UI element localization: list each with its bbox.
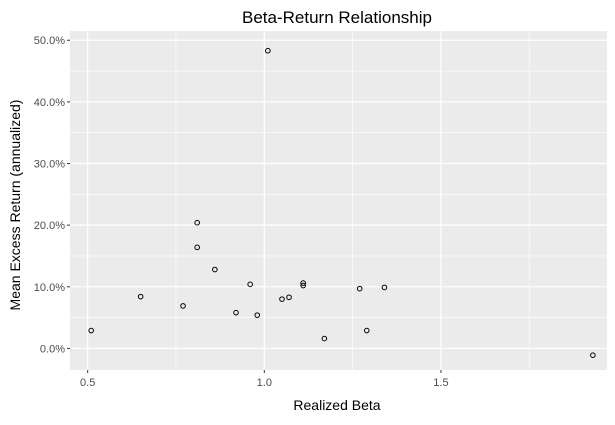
- scatter-point: [254, 312, 261, 318]
- scatter-point: [286, 294, 292, 301]
- scatter-point: [300, 282, 306, 289]
- x-axis: 0.5 1.0 1.5: [80, 370, 449, 389]
- scatter-point: [180, 303, 186, 309]
- scatter-point: [194, 219, 200, 226]
- y-tick-label: 40.0%: [34, 97, 65, 109]
- scatter-point: [321, 335, 328, 342]
- scatter-point: [279, 296, 285, 302]
- major-gridlines: [70, 31, 607, 370]
- chart-title: Beta-Return Relationship: [242, 8, 432, 27]
- scatter-point: [247, 281, 253, 288]
- scatter-point: [233, 309, 239, 316]
- scatter-point: [194, 244, 200, 251]
- data-points: [88, 47, 596, 359]
- y-tick-label: 30.0%: [34, 159, 65, 171]
- plot-panel: [70, 31, 607, 370]
- scatter-point: [300, 280, 306, 286]
- scatter-point: [137, 293, 144, 300]
- x-tick-label: 0.5: [80, 377, 95, 389]
- scatter-point: [590, 352, 596, 359]
- y-tick-label: 50.0%: [34, 35, 65, 47]
- y-tick-label: 10.0%: [34, 282, 65, 294]
- y-tick-label: 0.0%: [40, 343, 65, 355]
- x-axis-title: Realized Beta: [293, 397, 380, 413]
- scatter-point: [212, 266, 218, 273]
- x-tick-label: 1.0: [257, 377, 272, 389]
- y-tick-label: 20.0%: [34, 220, 65, 232]
- scatter-point: [356, 285, 363, 292]
- y-axis: 0.0% 10.0% 20.0% 30.0% 40.0% 50.0%: [34, 35, 70, 355]
- scatter-point: [363, 327, 370, 334]
- scatter-point: [265, 47, 271, 54]
- scatter-point: [88, 327, 94, 334]
- y-axis-title: Mean Excess Return (annualized): [7, 100, 23, 311]
- x-tick-label: 1.5: [433, 377, 448, 389]
- minor-gridlines: [70, 31, 607, 370]
- scatter-point: [381, 284, 388, 291]
